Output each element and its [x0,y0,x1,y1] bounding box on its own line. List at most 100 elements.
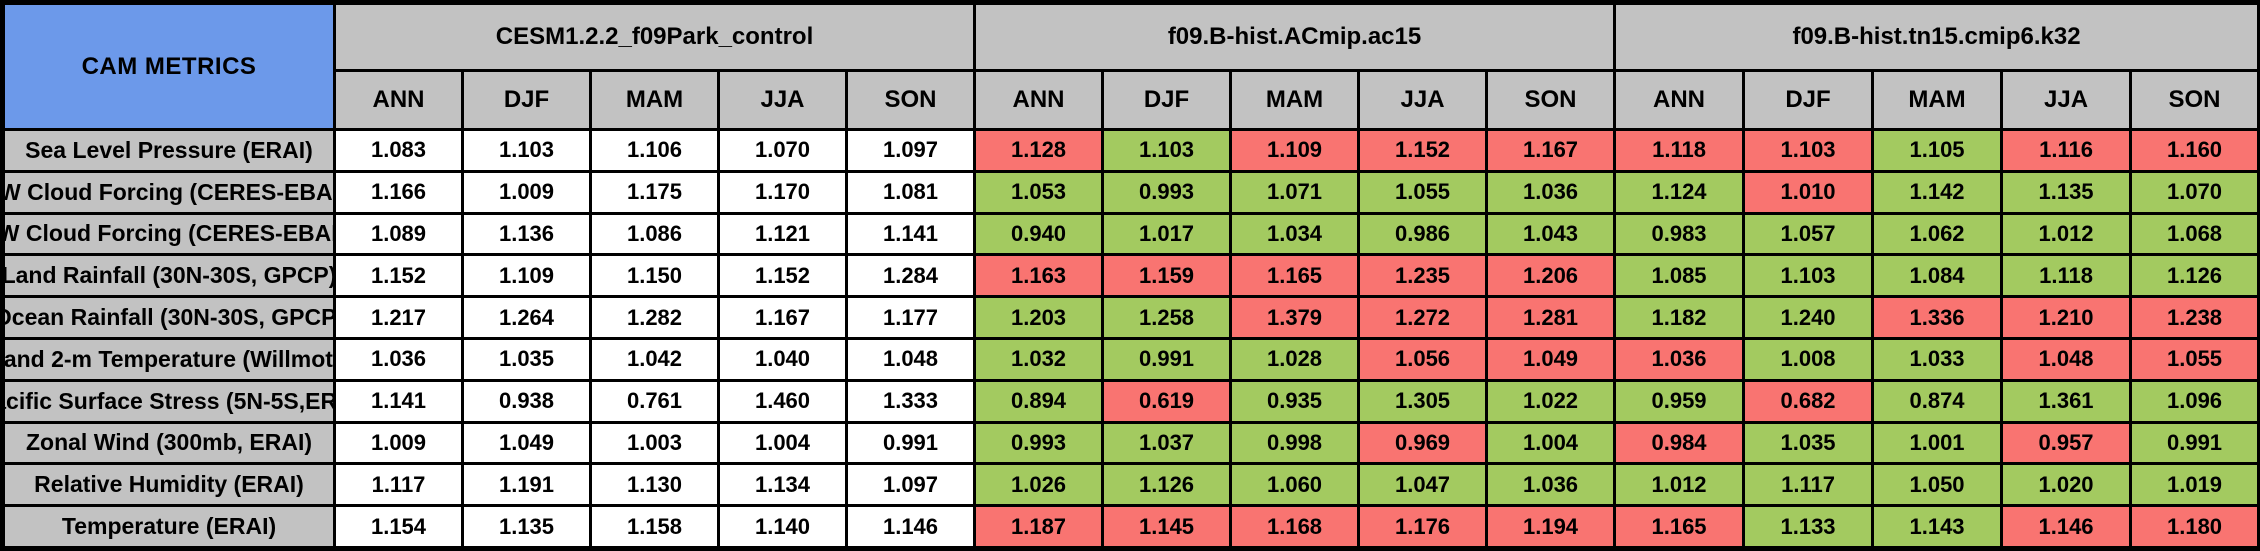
metric-label-text: Temperature (ERAI) [61,513,277,540]
metric-value-cell: 1.206 [1485,253,1617,299]
metric-value-cell: 1.055 [2129,336,2260,382]
table-row: Zonal Wind (300mb, ERAI) 1.009 1.049 1.003 1… [1,420,2260,466]
metric-value-cell: 1.133 [1742,504,1875,550]
metric-label: LW Cloud Forcing (CERES-EBAF) [1,211,336,257]
model-run-header: CESM1.2.2_f09Park_control [332,1,977,72]
metric-value-cell: 1.361 [2000,378,2133,424]
metric-value-cell: 1.272 [1357,295,1489,340]
metric-value-cell: 1.068 [2129,211,2260,257]
metric-value-cell: 1.135 [461,504,592,550]
metric-value-cell: 1.336 [1871,295,2004,340]
metric-value-cell: 1.106 [589,128,720,173]
metric-label: Zonal Wind (300mb, ERAI) [1,420,336,466]
metric-value-cell: 0.957 [2000,420,2133,466]
metric-value-cell: 0.991 [1101,336,1233,382]
metric-value-cell: 0.993 [1101,169,1233,215]
metric-value-cell: 1.163 [973,253,1105,299]
metric-value-cell: 1.165 [1229,253,1361,299]
metric-value-cell: 1.103 [1101,128,1233,173]
metric-value-cell: 1.177 [844,295,977,340]
metric-value-cell: 1.333 [844,378,977,424]
metric-value-cell: 0.682 [1742,378,1875,424]
season-header: SON [1485,69,1617,131]
metric-value-cell: 1.116 [2000,128,2133,173]
metric-value-cell: 1.142 [1871,169,2004,215]
metric-label: Ocean Rainfall (30N-30S, GPCP) [1,295,336,340]
metric-value-cell: 1.170 [717,169,848,215]
metric-value-cell: 1.135 [2000,169,2133,215]
metric-value-cell: 1.176 [1357,504,1489,550]
metric-value-cell: 1.097 [844,462,977,508]
metric-value-cell: 1.124 [1613,169,1746,215]
metric-value-cell: 1.035 [1742,420,1875,466]
table-row: Land 2-m Temperature (Willmott) 1.036 1.03… [1,336,2260,382]
metric-value-cell: 1.003 [589,420,720,466]
metric-value-cell: 1.022 [1485,378,1617,424]
metric-value-cell: 1.187 [973,504,1105,550]
metric-value-cell: 1.194 [1485,504,1617,550]
metric-value-cell: 1.103 [1742,128,1875,173]
metric-value-cell: 1.035 [461,336,592,382]
metric-value-cell: 0.959 [1613,378,1746,424]
metric-value-cell: 0.619 [1101,378,1233,424]
metric-value-cell: 1.130 [589,462,720,508]
metric-value-cell: 0.991 [2129,420,2260,466]
metric-label-text: Land 2-m Temperature (Willmott) [5,345,333,372]
season-header: ANN [973,69,1105,131]
metric-value-cell: 1.036 [1485,462,1617,508]
metric-value-cell: 1.281 [1485,295,1617,340]
season-header: DJF [1742,69,1875,131]
metric-label-text: Relative Humidity (ERAI) [34,471,304,498]
metric-value-cell: 1.379 [1229,295,1361,340]
season-header: ANN [333,69,464,131]
metric-value-cell: 1.284 [844,253,977,299]
metric-value-cell: 0.940 [973,211,1105,257]
metric-value-cell: 1.109 [1229,128,1361,173]
metric-value-cell: 0.761 [589,378,720,424]
metric-value-cell: 1.096 [2129,378,2260,424]
metric-value-cell: 1.004 [717,420,848,466]
metric-value-cell: 0.874 [1871,378,2004,424]
metric-value-cell: 1.154 [333,504,464,550]
season-header: ANN [1613,69,1746,131]
metric-label: Relative Humidity (ERAI) [1,462,336,508]
metric-value-cell: 1.182 [1613,295,1746,340]
metric-label-text: Land Rainfall (30N-30S, GPCP) [5,262,333,289]
metric-value-cell: 1.012 [2000,211,2133,257]
metric-value-cell: 1.086 [589,211,720,257]
metric-value-cell: 1.085 [1613,253,1746,299]
table-row: Land Rainfall (30N-30S, GPCP) 1.152 1.109 1… [1,253,2260,299]
metric-value-cell: 1.117 [333,462,464,508]
metric-value-cell: 1.055 [1357,169,1489,215]
metric-value-cell: 1.146 [844,504,977,550]
metric-value-cell: 1.235 [1357,253,1489,299]
metric-value-cell: 1.089 [333,211,464,257]
table-title: CAM METRICS [1,1,336,131]
metric-value-cell: 1.140 [717,504,848,550]
metric-label: SW Cloud Forcing (CERES-EBAF) [1,169,336,215]
metric-value-cell: 1.036 [1613,336,1746,382]
model-run-header: f09.B-hist.tn15.cmip6.k32 [1613,1,2260,72]
metric-label: Land Rainfall (30N-30S, GPCP) [1,253,336,299]
metric-value-cell: 1.203 [973,295,1105,340]
metric-label-text: Sea Level Pressure (ERAI) [25,136,313,163]
metric-value-cell: 1.033 [1871,336,2004,382]
metric-value-cell: 1.180 [2129,504,2260,550]
table-row: Ocean Rainfall (30N-30S, GPCP) 1.217 1.264… [1,295,2260,340]
metric-value-cell: 1.042 [589,336,720,382]
metric-value-cell: 0.993 [973,420,1105,466]
season-header: JJA [717,69,848,131]
metric-value-cell: 0.984 [1613,420,1746,466]
metric-value-cell: 0.969 [1357,420,1489,466]
metric-value-cell: 1.056 [1357,336,1489,382]
metric-value-cell: 1.282 [589,295,720,340]
metric-value-cell: 1.143 [1871,504,2004,550]
metric-value-cell: 1.175 [589,169,720,215]
season-header: SON [2129,69,2260,131]
metric-value-cell: 1.004 [1485,420,1617,466]
metric-value-cell: 1.160 [2129,128,2260,173]
metric-label: Land 2-m Temperature (Willmott) [1,336,336,382]
metric-value-cell: 1.028 [1229,336,1361,382]
metric-value-cell: 0.935 [1229,378,1361,424]
